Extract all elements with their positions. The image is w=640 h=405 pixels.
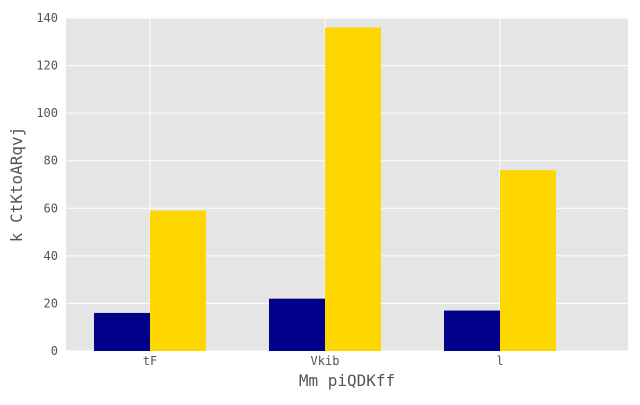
y-tick-label: 140: [36, 11, 58, 25]
x-tick-label: Vkib: [311, 354, 340, 368]
bar-series1-Vkib: [269, 298, 325, 351]
bar-series2-tF: [150, 210, 206, 351]
y-tick-label: 20: [44, 296, 58, 310]
bars: [94, 27, 556, 352]
y-tick-label: 80: [44, 154, 58, 168]
bar-series1-l: [444, 310, 500, 351]
x-tick-label: tF: [143, 354, 157, 368]
x-axis-title: Mm piQDKff: [299, 371, 395, 390]
y-tick-label: 40: [44, 249, 58, 263]
y-axis-ticks: 0 20 40 60 80 100 120 140: [36, 11, 58, 358]
bar-series1-tF: [94, 312, 150, 351]
y-tick-label: 60: [44, 201, 58, 215]
y-tick-label: 100: [36, 106, 58, 120]
y-tick-label: 120: [36, 59, 58, 73]
x-axis-ticks: tF Vkib l: [143, 354, 504, 368]
y-axis-title: k CtKtoARqvj: [7, 127, 26, 243]
x-tick-label: l: [496, 354, 503, 368]
bar-series2-Vkib: [325, 27, 381, 352]
bar-series2-l: [500, 170, 556, 351]
y-tick-label: 0: [51, 344, 58, 358]
